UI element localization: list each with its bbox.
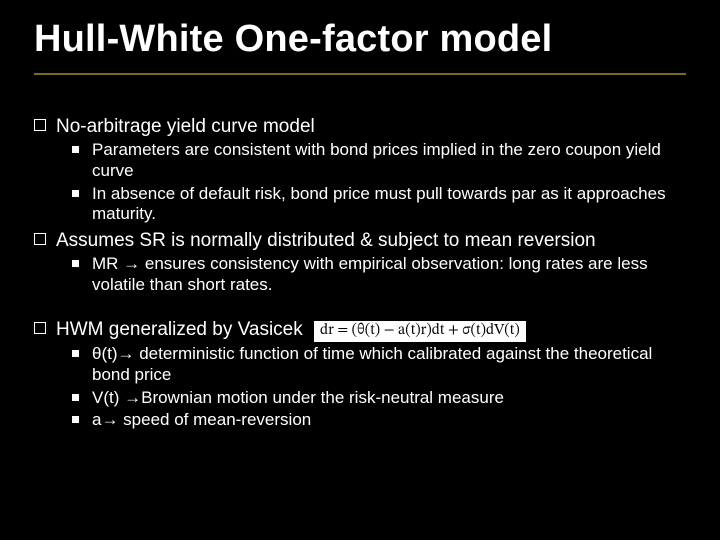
bullet-l2: a→ speed of mean-reversion xyxy=(72,410,686,431)
square-bullet-icon xyxy=(34,322,46,334)
dash-bullet-icon xyxy=(72,416,82,426)
slide: Hull-White One-factor model No-arbitrage… xyxy=(0,0,720,540)
slide-body: No-arbitrage yield curve model Parameter… xyxy=(34,115,686,431)
bullet-l1: Assumes SR is normally distributed & sub… xyxy=(34,229,686,252)
bullet-l2-text: a→ speed of mean-reversion xyxy=(92,410,686,431)
bullet-l2-text: V(t) →Brownian motion under the risk-neu… xyxy=(92,388,686,409)
bullet-l1-text: Assumes SR is normally distributed & sub… xyxy=(56,229,686,252)
dash-bullet-icon xyxy=(72,190,82,200)
bullet-l2-text: θ(t)→ deterministic function of time whi… xyxy=(92,344,686,385)
dash-bullet-icon xyxy=(72,146,82,156)
bullet-l2-text: Parameters are consistent with bond pric… xyxy=(92,140,686,181)
bullet-l2: In absence of default risk, bond price m… xyxy=(72,184,686,225)
formula-inline: dr = (θ(t) − a(t)r)dt + σ(t)dV(t) xyxy=(314,321,526,342)
bullet-l2: MR → ensures consistency with empirical … xyxy=(72,254,686,295)
dash-bullet-icon xyxy=(72,394,82,404)
dash-bullet-icon xyxy=(72,350,82,360)
title-rule: Hull-White One-factor model xyxy=(34,18,686,75)
bullet-l2-text: In absence of default risk, bond price m… xyxy=(92,184,686,225)
bullet-l1-text: HWM generalized by Vasicek dr = (θ(t) − … xyxy=(56,318,686,342)
bullet-l2: V(t) →Brownian motion under the risk-neu… xyxy=(72,388,686,409)
square-bullet-icon xyxy=(34,233,46,245)
bullet-l1: HWM generalized by Vasicek dr = (θ(t) − … xyxy=(34,318,686,342)
square-bullet-icon xyxy=(34,119,46,131)
dash-bullet-icon xyxy=(72,260,82,270)
bullet-l2: θ(t)→ deterministic function of time whi… xyxy=(72,344,686,385)
slide-title: Hull-White One-factor model xyxy=(34,18,686,67)
bullet-l1-text: No-arbitrage yield curve model xyxy=(56,115,686,138)
bullet-l1: No-arbitrage yield curve model xyxy=(34,115,686,138)
bullet-l2: Parameters are consistent with bond pric… xyxy=(72,140,686,181)
bullet-l2-text: MR → ensures consistency with empirical … xyxy=(92,254,686,295)
bullet-l1-label: HWM generalized by Vasicek xyxy=(56,319,303,340)
